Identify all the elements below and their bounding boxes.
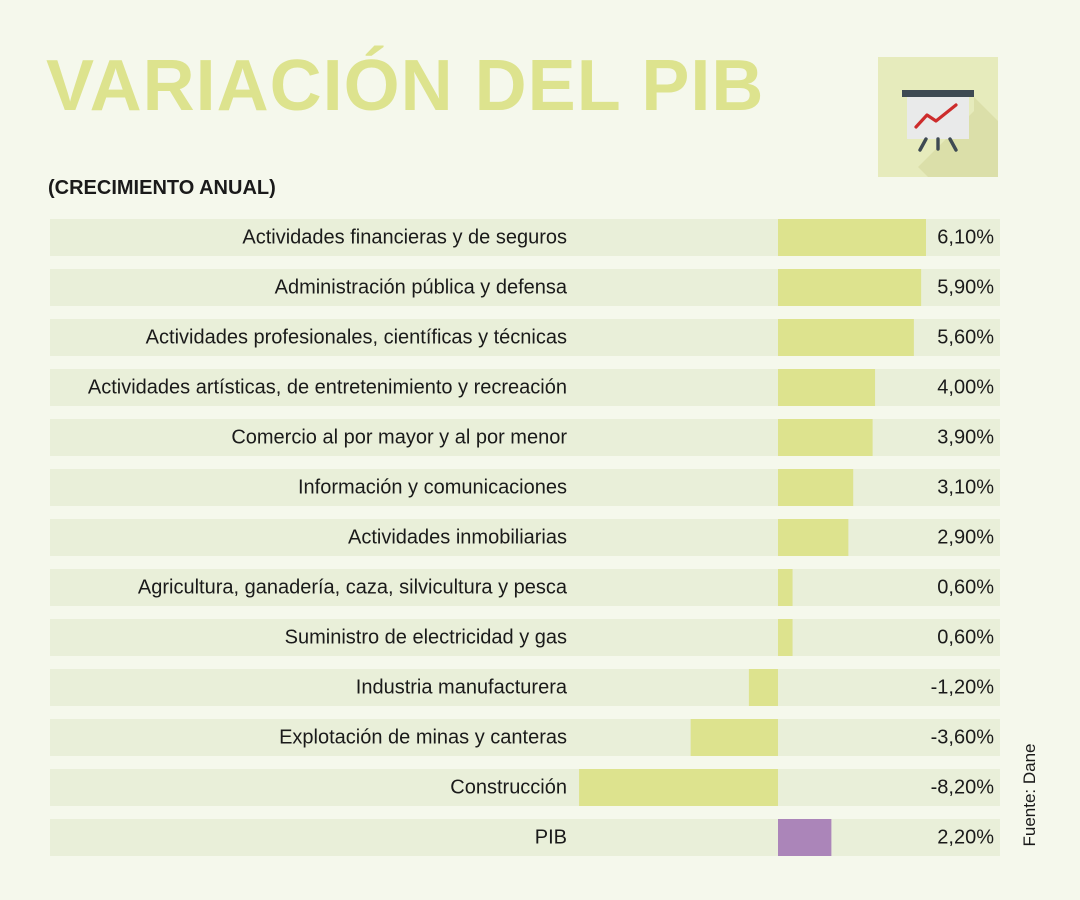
value-label: 2,90% (937, 527, 994, 549)
source-text: Fuente: Dane (1020, 743, 1039, 847)
category-label: Actividades financieras y de seguros (242, 227, 567, 249)
row-band (50, 719, 1000, 756)
value-label: -1,20% (931, 677, 995, 699)
bar (778, 519, 849, 556)
bar (778, 419, 873, 456)
value-label: 5,60% (937, 327, 994, 349)
category-label: Actividades artísticas, de entretenimien… (88, 377, 567, 399)
value-label: 2,20% (937, 827, 994, 849)
bar (778, 569, 793, 606)
value-label: 0,60% (937, 577, 994, 599)
row-band (50, 819, 1000, 856)
value-label: 5,90% (937, 277, 994, 299)
bar (778, 319, 914, 356)
category-label: Suministro de electricidad y gas (285, 627, 567, 649)
category-label: Actividades profesionales, científicas y… (146, 327, 567, 349)
value-label: -3,60% (931, 727, 995, 749)
category-label: Industria manufacturera (356, 677, 568, 699)
bar-pib (778, 819, 832, 856)
row-band (50, 769, 1000, 806)
row-band (50, 569, 1000, 606)
row-band (50, 619, 1000, 656)
value-label: 0,60% (937, 627, 994, 649)
presentation-chart-icon (878, 57, 998, 177)
value-label: 3,90% (937, 427, 994, 449)
bar (778, 619, 793, 656)
category-label: Agricultura, ganadería, caza, silvicultu… (138, 577, 568, 599)
category-label: Administración pública y defensa (275, 277, 568, 299)
value-label: -8,20% (931, 777, 995, 799)
bar (778, 369, 876, 406)
bar (778, 469, 854, 506)
category-label: Información y comunicaciones (298, 477, 567, 499)
category-label: PIB (535, 827, 567, 849)
bar (690, 719, 778, 756)
bar (778, 269, 922, 306)
value-label: 6,10% (937, 227, 994, 249)
row-band (50, 669, 1000, 706)
category-label: Actividades inmobiliarias (348, 527, 567, 549)
source-note: Fuente: Dane (1013, 740, 1047, 850)
value-label: 3,10% (937, 477, 994, 499)
chart-title: VARIACIÓN DEL PIB (46, 46, 765, 126)
value-label: 4,00% (937, 377, 994, 399)
category-label: Comercio al por mayor y al por menor (231, 427, 567, 449)
category-label: Construcción (450, 777, 567, 799)
bar (778, 219, 926, 256)
bar (748, 669, 778, 706)
bar (579, 769, 778, 806)
category-label: Explotación de minas y canteras (279, 727, 567, 749)
chart-subtitle: (CRECIMIENTO ANUAL) (48, 177, 276, 199)
